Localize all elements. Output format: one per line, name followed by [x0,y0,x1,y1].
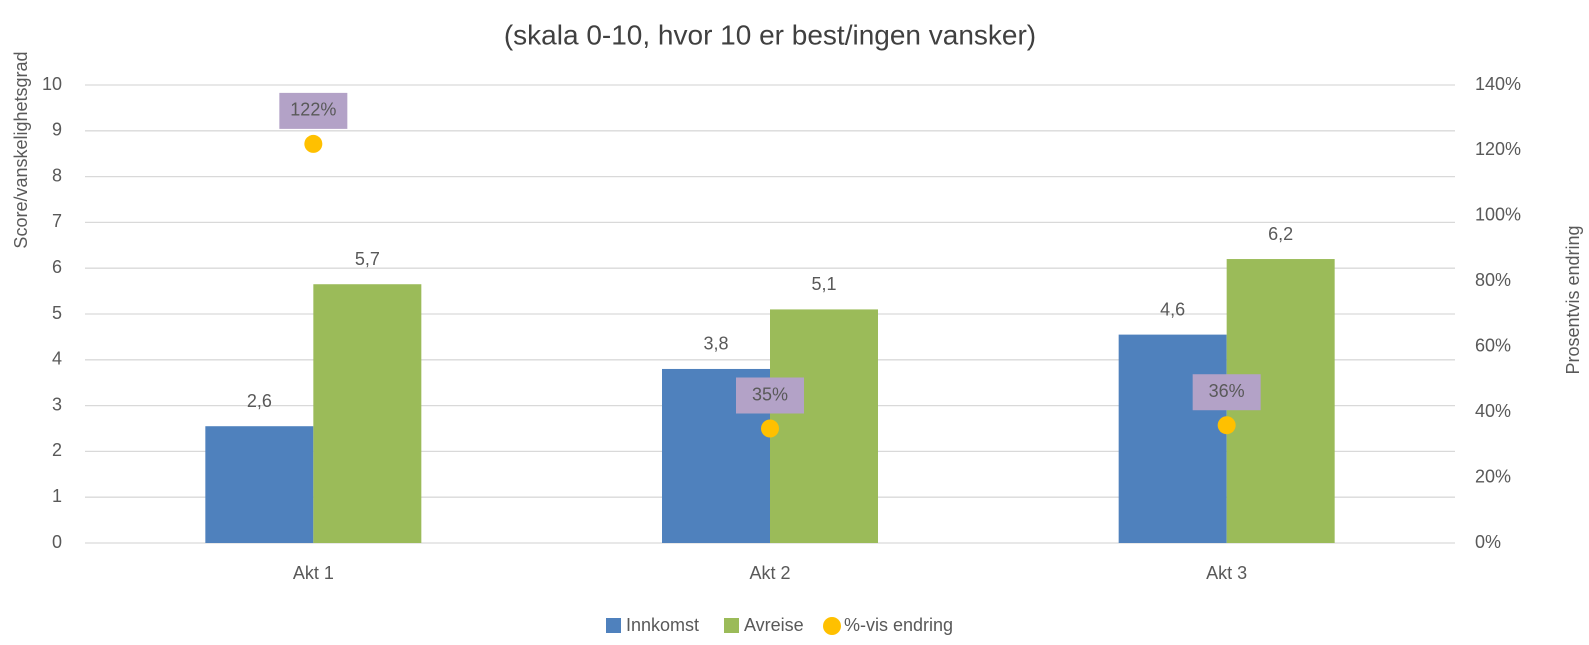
data-label: 2,6 [247,391,272,411]
x-tick-label: Akt 1 [293,563,334,583]
y2-tick-label: 120% [1475,139,1521,159]
y2-tick-label: 60% [1475,335,1511,355]
legend-marker [823,617,841,635]
data-label: 3,8 [703,334,728,354]
legend-marker [606,618,621,633]
y2-tick-label: 80% [1475,270,1511,290]
y-tick-label: 1 [52,486,62,506]
y2-tick-label: 140% [1475,74,1521,94]
scatter-point [1217,416,1236,435]
y-tick-label: 3 [52,394,62,414]
scatter-point [304,134,323,153]
data-label: 36% [1209,381,1245,401]
legend-label: %-vis endring [844,615,953,635]
y-axis-title: Score/vanskelighetsgrad [11,51,31,248]
y-tick-label: 9 [52,120,62,140]
data-label-box [279,92,348,129]
chart-subtitle: (skala 0-10, hvor 10 er best/ingen vansk… [504,19,1036,50]
y2-tick-label: 0% [1475,532,1501,552]
bar [1118,334,1227,543]
x-tick-label: Akt 3 [1206,563,1247,583]
y-tick-label: 8 [52,165,62,185]
y-tick-label: 0 [52,532,62,552]
y-tick-label: 6 [52,257,62,277]
y-tick-label: 5 [52,303,62,323]
legend-label: Innkomst [626,615,699,635]
data-label-box [736,377,804,414]
data-label-box [1192,374,1261,411]
data-label: 5,7 [355,249,380,269]
bar [205,426,314,543]
data-label: 35% [752,384,788,404]
bar [313,284,422,543]
bar [770,309,878,543]
y-tick-label: 7 [52,211,62,231]
y2-axis-title: Prosentvis endring [1563,225,1583,374]
legend-label: Avreise [744,615,804,635]
y-tick-label: 4 [52,349,62,369]
y2-tick-label: 20% [1475,466,1511,486]
x-tick-label: Akt 2 [749,563,790,583]
scatter-point [761,419,779,438]
y2-tick-label: 40% [1475,401,1511,421]
data-label: 6,2 [1268,224,1293,244]
legend-marker [724,618,739,633]
data-label: 122% [290,100,336,120]
data-label: 5,1 [811,274,836,294]
data-label: 4,6 [1160,299,1185,319]
y2-tick-label: 100% [1475,205,1521,225]
y-tick-label: 10 [42,74,62,94]
y-tick-label: 2 [52,440,62,460]
